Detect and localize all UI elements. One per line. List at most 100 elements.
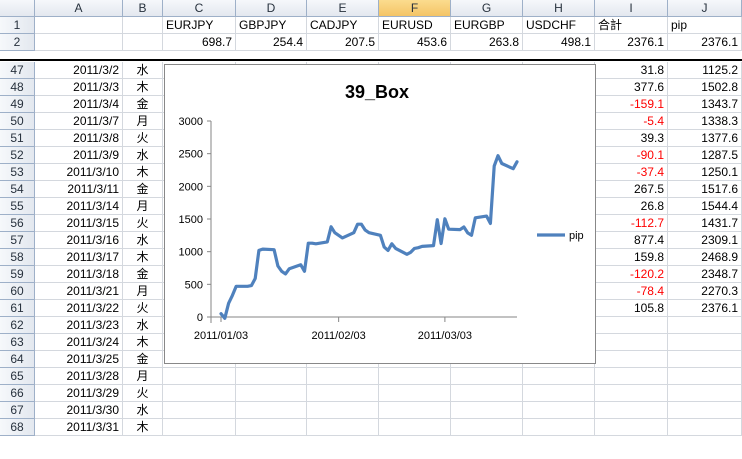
cell-i60[interactable]: -78.4 — [595, 283, 668, 300]
row-header-48[interactable]: 48 — [0, 79, 35, 96]
cell-a68[interactable]: 2011/3/31 — [35, 419, 123, 436]
column-header-b[interactable]: B — [123, 0, 163, 17]
row-header-56[interactable]: 56 — [0, 215, 35, 232]
row-header-54[interactable]: 54 — [0, 181, 35, 198]
row-header-58[interactable]: 58 — [0, 249, 35, 266]
cell-j63[interactable] — [668, 334, 742, 351]
cell-b60[interactable]: 月 — [123, 283, 163, 300]
cell-j49[interactable]: 1343.7 — [668, 96, 742, 113]
row-header-65[interactable]: 65 — [0, 368, 35, 385]
cell-a63[interactable]: 2011/3/24 — [35, 334, 123, 351]
cell-b55[interactable]: 月 — [123, 198, 163, 215]
cell-i61[interactable]: 105.8 — [595, 300, 668, 317]
cell-i50[interactable]: -5.4 — [595, 113, 668, 130]
cell-i56[interactable]: -112.7 — [595, 215, 668, 232]
cell-j1[interactable]: pip — [668, 17, 742, 34]
row-header-53[interactable]: 53 — [0, 164, 35, 181]
cell-j67[interactable] — [668, 402, 742, 419]
cell-a55[interactable]: 2011/3/14 — [35, 198, 123, 215]
cell-a60[interactable]: 2011/3/21 — [35, 283, 123, 300]
line-chart[interactable]: 39_Box 3000 2500 2000 1500 1000 500 0 2011/01/0… — [164, 64, 596, 364]
cell-b68[interactable]: 木 — [123, 419, 163, 436]
cell-i54[interactable]: 267.5 — [595, 181, 668, 198]
cell-a56[interactable]: 2011/3/15 — [35, 215, 123, 232]
cell-a52[interactable]: 2011/3/9 — [35, 147, 123, 164]
cell-j50[interactable]: 1338.3 — [668, 113, 742, 130]
column-header-j[interactable]: J — [668, 0, 742, 17]
row-header-67[interactable]: 67 — [0, 402, 35, 419]
cell-b1[interactable] — [123, 17, 163, 34]
cell-h65[interactable] — [523, 368, 595, 385]
cell-c2[interactable]: 698.7 — [163, 34, 236, 51]
cell-j55[interactable]: 1544.4 — [668, 198, 742, 215]
cell-a51[interactable]: 2011/3/8 — [35, 130, 123, 147]
cell-f67[interactable] — [379, 402, 451, 419]
cell-i52[interactable]: -90.1 — [595, 147, 668, 164]
cell-b65[interactable]: 月 — [123, 368, 163, 385]
cell-b54[interactable]: 金 — [123, 181, 163, 198]
cell-b67[interactable]: 水 — [123, 402, 163, 419]
cell-a58[interactable]: 2011/3/17 — [35, 249, 123, 266]
cell-f65[interactable] — [379, 368, 451, 385]
row-header-1[interactable]: 1 — [0, 17, 35, 34]
cell-a64[interactable]: 2011/3/25 — [35, 351, 123, 368]
cell-i67[interactable] — [595, 402, 668, 419]
cell-b63[interactable]: 木 — [123, 334, 163, 351]
cell-a2[interactable] — [35, 34, 123, 51]
cell-a67[interactable]: 2011/3/30 — [35, 402, 123, 419]
cell-a54[interactable]: 2011/3/11 — [35, 181, 123, 198]
cell-d66[interactable] — [236, 385, 307, 402]
cell-i59[interactable]: -120.2 — [595, 266, 668, 283]
cell-a50[interactable]: 2011/3/7 — [35, 113, 123, 130]
row-header-68[interactable]: 68 — [0, 419, 35, 436]
cell-j59[interactable]: 2348.7 — [668, 266, 742, 283]
cell-j54[interactable]: 1517.6 — [668, 181, 742, 198]
cell-i51[interactable]: 39.3 — [595, 130, 668, 147]
cell-g65[interactable] — [451, 368, 523, 385]
cell-i2[interactable]: 2376.1 — [595, 34, 668, 51]
cell-i53[interactable]: -37.4 — [595, 164, 668, 181]
cell-d68[interactable] — [236, 419, 307, 436]
cell-f66[interactable] — [379, 385, 451, 402]
column-header-e[interactable]: E — [307, 0, 379, 17]
row-header-63[interactable]: 63 — [0, 334, 35, 351]
cell-i62[interactable] — [595, 317, 668, 334]
row-header-59[interactable]: 59 — [0, 266, 35, 283]
cell-j68[interactable] — [668, 419, 742, 436]
cell-b57[interactable]: 水 — [123, 232, 163, 249]
cell-h66[interactable] — [523, 385, 595, 402]
cell-j60[interactable]: 2270.3 — [668, 283, 742, 300]
cell-e67[interactable] — [307, 402, 379, 419]
column-header-f[interactable]: F — [379, 0, 451, 17]
row-header-60[interactable]: 60 — [0, 283, 35, 300]
cell-h68[interactable] — [523, 419, 595, 436]
cell-g68[interactable] — [451, 419, 523, 436]
cell-c66[interactable] — [163, 385, 236, 402]
cell-b66[interactable]: 火 — [123, 385, 163, 402]
row-header-2[interactable]: 2 — [0, 34, 35, 51]
cell-i66[interactable] — [595, 385, 668, 402]
row-header-49[interactable]: 49 — [0, 96, 35, 113]
cell-j53[interactable]: 1250.1 — [668, 164, 742, 181]
cell-d2[interactable]: 254.4 — [236, 34, 307, 51]
row-header-50[interactable]: 50 — [0, 113, 35, 130]
cell-a59[interactable]: 2011/3/18 — [35, 266, 123, 283]
cell-a62[interactable]: 2011/3/23 — [35, 317, 123, 334]
cell-a65[interactable]: 2011/3/28 — [35, 368, 123, 385]
cell-j62[interactable] — [668, 317, 742, 334]
cell-j56[interactable]: 1431.7 — [668, 215, 742, 232]
cell-f68[interactable] — [379, 419, 451, 436]
cell-c67[interactable] — [163, 402, 236, 419]
cell-b48[interactable]: 木 — [123, 79, 163, 96]
cell-b47[interactable]: 水 — [123, 62, 163, 79]
cell-h2[interactable]: 498.1 — [523, 34, 595, 51]
cell-d1[interactable]: GBPJPY — [236, 17, 307, 34]
cell-b58[interactable]: 木 — [123, 249, 163, 266]
cell-j57[interactable]: 2309.1 — [668, 232, 742, 249]
cell-j65[interactable] — [668, 368, 742, 385]
cell-b52[interactable]: 水 — [123, 147, 163, 164]
cell-b59[interactable]: 金 — [123, 266, 163, 283]
cell-h1[interactable]: USDCHF — [523, 17, 595, 34]
cell-b61[interactable]: 火 — [123, 300, 163, 317]
cell-j2[interactable]: 2376.1 — [668, 34, 742, 51]
